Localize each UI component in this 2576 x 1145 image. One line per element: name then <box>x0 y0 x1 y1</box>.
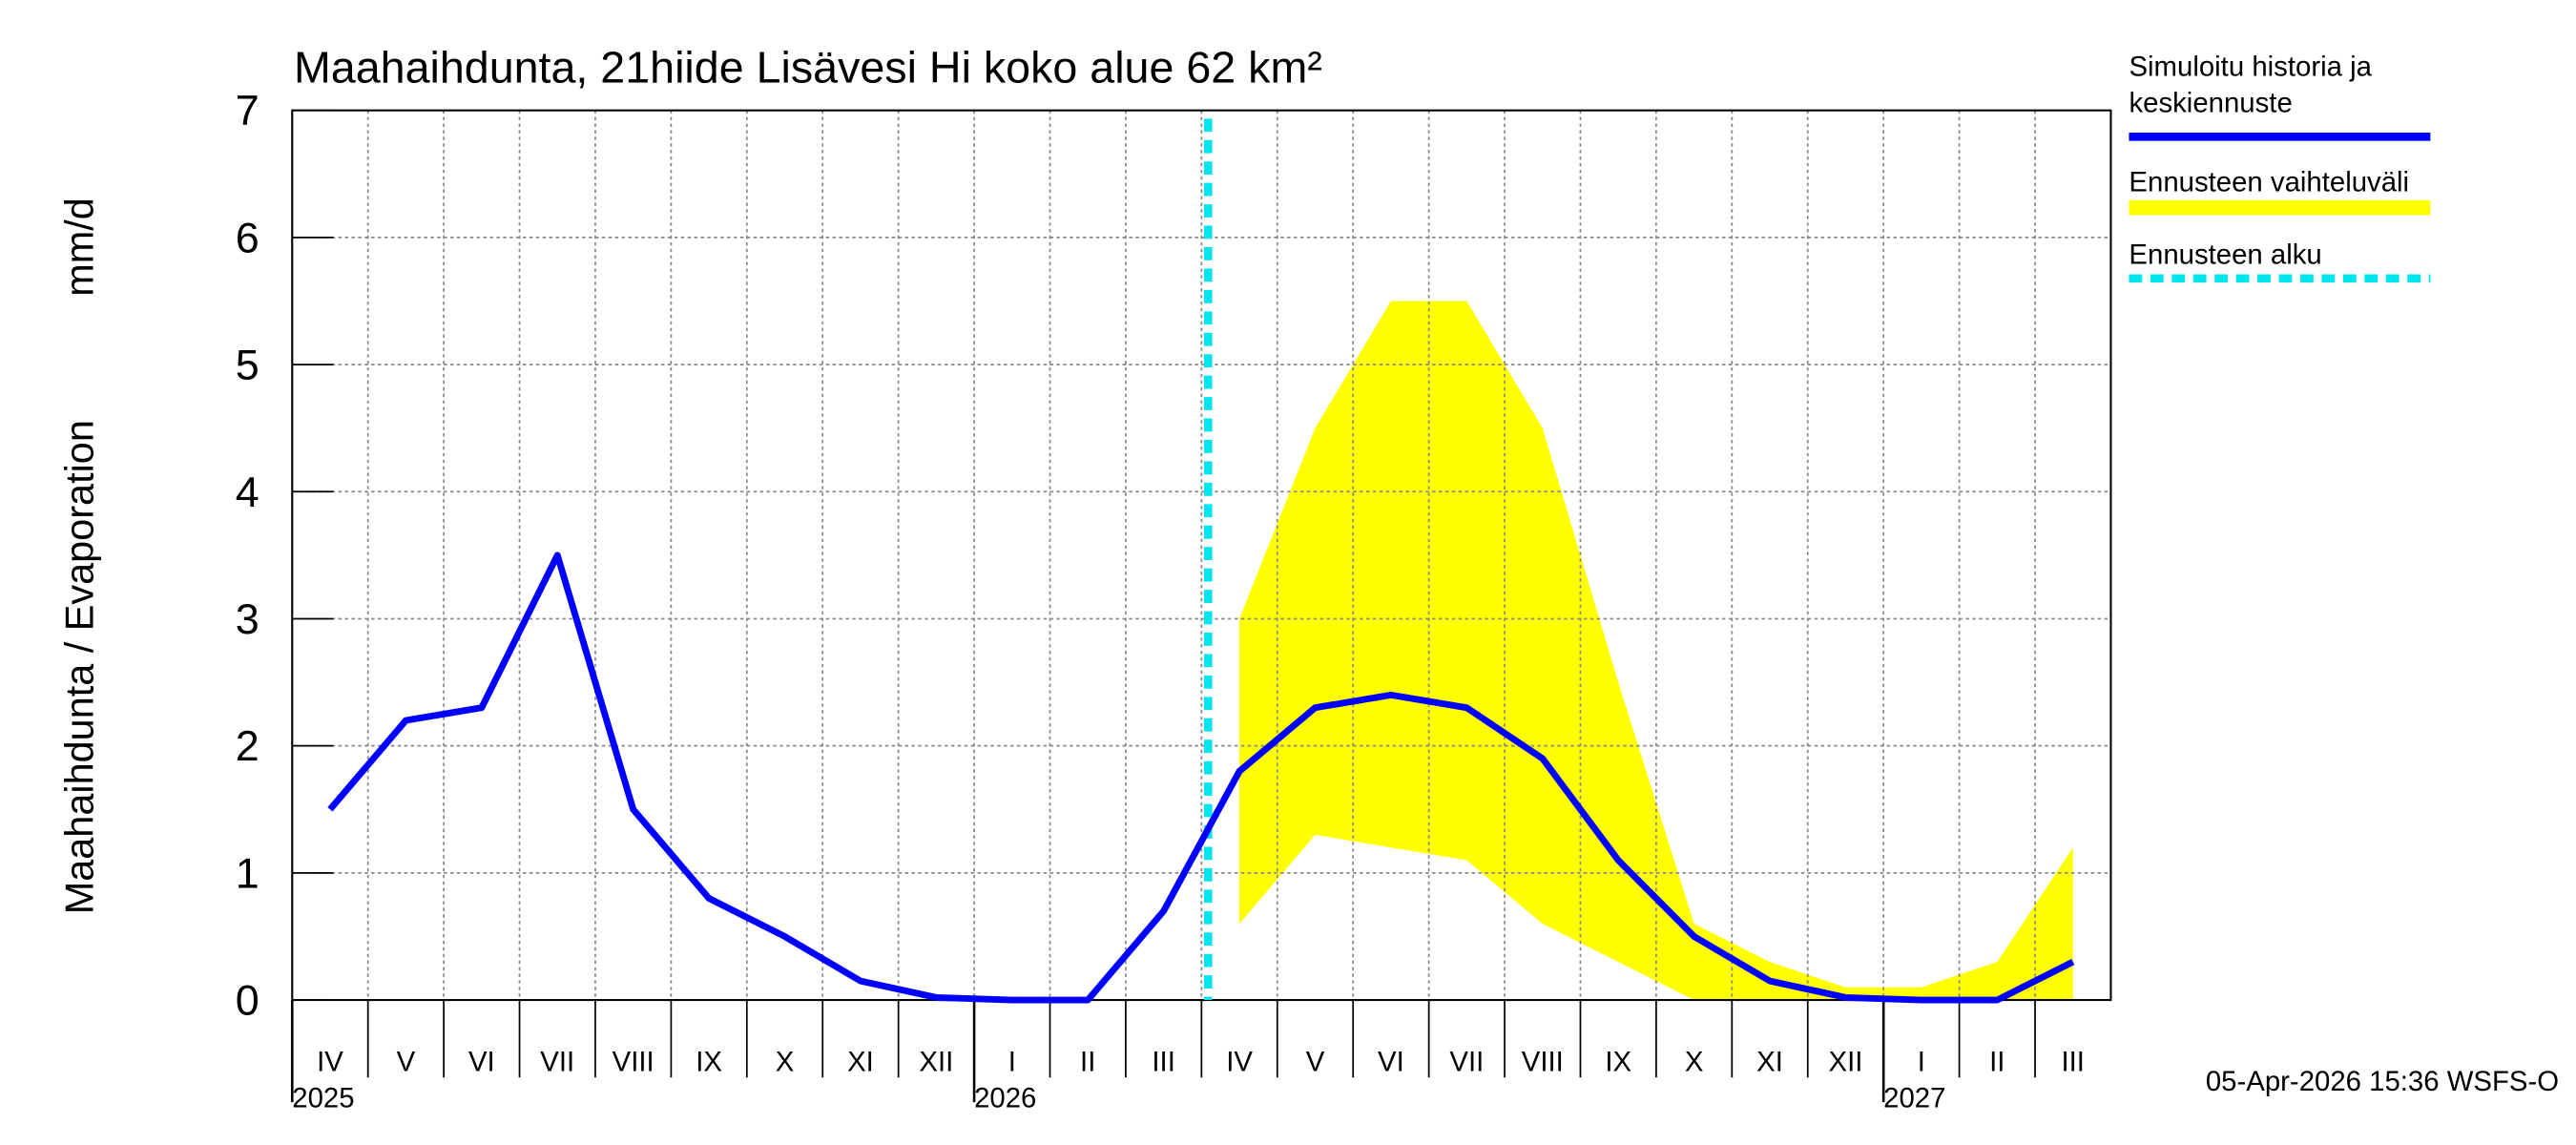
y-axis-label: Maahaihdunta / Evaporation <box>56 420 101 914</box>
forecast-band <box>1239 301 2073 1001</box>
x-tick-label: II <box>1080 1046 1095 1077</box>
x-tick-label: VIII <box>1522 1046 1564 1077</box>
x-tick-label: VII <box>1449 1046 1484 1077</box>
legend-text: Simuloitu historia ja keskiennuste <box>2129 51 2372 119</box>
x-tick-label: V <box>1306 1046 1325 1077</box>
x-tick-label: IV <box>1226 1046 1253 1077</box>
timestamp: 05-Apr-2026 15:36 WSFS-O <box>2206 1066 2559 1097</box>
x-tick-label: VI <box>468 1046 495 1077</box>
x-tick-label: X <box>1685 1046 1704 1077</box>
x-tick-label: III <box>1152 1046 1174 1077</box>
x-tick-label: XI <box>847 1046 874 1077</box>
x-tick-label: IV <box>317 1046 343 1077</box>
x-tick-label: XII <box>1829 1046 1863 1077</box>
x-tick-label: III <box>2061 1046 2084 1077</box>
y-tick-label: 4 <box>236 468 260 516</box>
x-tick-label: XII <box>919 1046 953 1077</box>
y-tick-label: 7 <box>236 86 260 135</box>
y-tick-label: 2 <box>236 721 260 770</box>
line-series <box>327 552 2075 1004</box>
y-axis-unit: mm/d <box>56 198 101 297</box>
x-tick-label: V <box>397 1046 416 1077</box>
legend-label: Simuloitu historia ja keskiennuste <box>2129 51 2372 119</box>
x-tick-label: I <box>1918 1046 1925 1077</box>
x-tick-label: IX <box>1605 1046 1631 1077</box>
x-tick-label: VII <box>540 1046 574 1077</box>
legend-label: Ennusteen alku <box>2129 239 2321 270</box>
chart-title: Maahaihdunta, 21hiide Lisävesi Hi koko a… <box>294 42 1322 92</box>
x-tick-label: XI <box>1756 1046 1783 1077</box>
y-tick-label: 6 <box>236 213 260 261</box>
y-tick-label: 0 <box>236 976 260 1025</box>
x-tick-label: VI <box>1378 1046 1404 1077</box>
x-tick-label: IX <box>696 1046 722 1077</box>
plot-frame <box>291 109 2112 1002</box>
year-label: 2025 <box>292 1082 354 1114</box>
x-tick-label: VIII <box>613 1046 654 1077</box>
y-tick-label: 1 <box>236 848 260 897</box>
x-tick-label: II <box>1989 1046 2005 1077</box>
year-label: 2027 <box>1883 1082 1945 1114</box>
year-label: 2026 <box>974 1082 1036 1114</box>
x-tick-label: I <box>1008 1046 1016 1077</box>
y-tick-label: 5 <box>236 341 260 389</box>
x-tick-label: X <box>776 1046 795 1077</box>
legend-label: Ennusteen vaihteluväli <box>2129 166 2409 198</box>
y-tick-label: 3 <box>236 594 260 643</box>
